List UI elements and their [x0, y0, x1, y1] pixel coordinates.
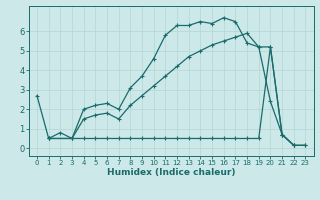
X-axis label: Humidex (Indice chaleur): Humidex (Indice chaleur) — [107, 168, 236, 177]
